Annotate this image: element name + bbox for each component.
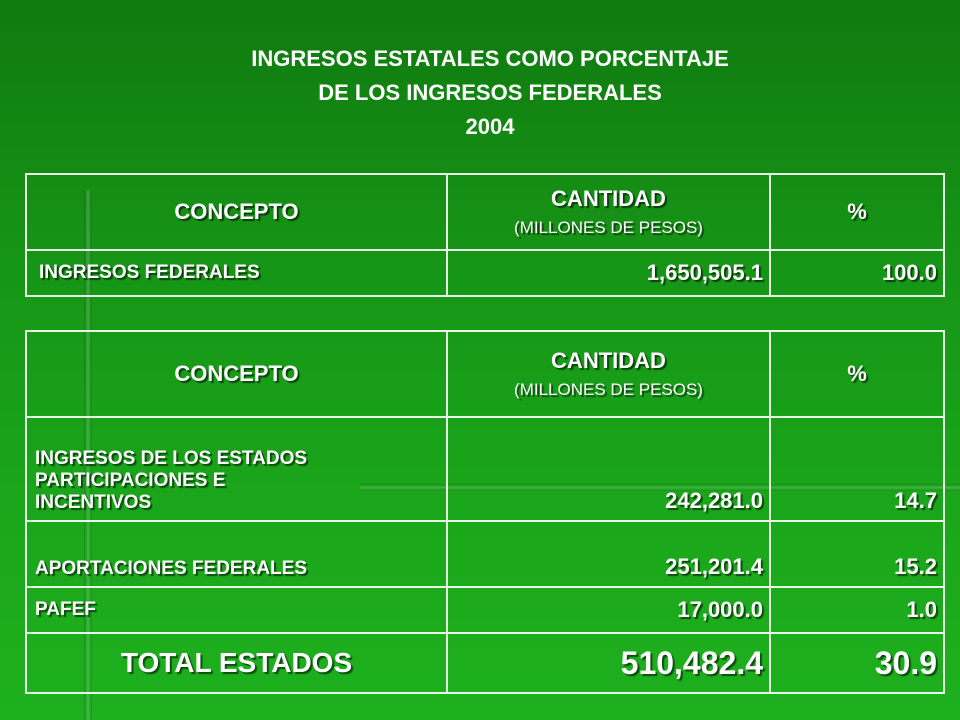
total-concepto: TOTAL ESTADOS [25,632,448,694]
title-line-1: INGRESOS ESTATALES COMO PORCENTAJE [251,46,729,71]
row-concepto: INGRESOS FEDERALES [25,249,448,297]
row-percent: 14.7 [769,416,945,522]
header-percent: % [769,173,945,251]
header-concepto: CONCEPTO [25,173,448,251]
row-concepto-line-3: INCENTIVOS [35,492,152,513]
header-cantidad-unit: (MILLONES DE PESOS) [514,218,703,237]
row-concepto-line-1: INGRESOS DE LOS ESTADOS [35,448,308,469]
table-header-row: CONCEPTO CANTIDAD (MILLONES DE PESOS) % [25,173,945,251]
row-cantidad: 17,000.0 [446,586,771,634]
page-title: INGRESOS ESTATALES COMO PORCENTAJE DE LO… [0,42,960,144]
header-cantidad-label: CANTIDAD [551,186,666,211]
state-income-table: CONCEPTO CANTIDAD (MILLONES DE PESOS) % … [25,330,945,694]
row-concepto: APORTACIONES FEDERALES [25,520,448,588]
row-cantidad: 242,281.0 [446,416,771,522]
table-row: INGRESOS FEDERALES 1,650,505.1 100.0 [25,249,945,297]
row-percent: 15.2 [769,520,945,588]
header-cantidad-unit: (MILLONES DE PESOS) [514,380,703,399]
total-row: TOTAL ESTADOS 510,482.4 30.9 [25,632,945,694]
header-percent: % [769,330,945,418]
header-concepto: CONCEPTO [25,330,448,418]
header-cantidad-label: CANTIDAD [551,348,666,373]
header-cantidad: CANTIDAD (MILLONES DE PESOS) [446,330,771,418]
row-cantidad: 1,650,505.1 [446,249,771,297]
row-percent: 100.0 [769,249,945,297]
federal-income-table: CONCEPTO CANTIDAD (MILLONES DE PESOS) % … [25,173,945,297]
row-concepto-line-2: PARTICIPACIONES E [35,470,226,491]
title-line-2: DE LOS INGRESOS FEDERALES [318,80,662,105]
row-percent: 1.0 [769,586,945,634]
row-cantidad: 251,201.4 [446,520,771,588]
header-cantidad: CANTIDAD (MILLONES DE PESOS) [446,173,771,251]
row-concepto: PAFEF [25,586,448,634]
title-year: 2004 [465,114,515,139]
total-cantidad: 510,482.4 [446,632,771,694]
table-header-row: CONCEPTO CANTIDAD (MILLONES DE PESOS) % [25,330,945,418]
total-percent: 30.9 [769,632,945,694]
table-row: APORTACIONES FEDERALES 251,201.4 15.2 [25,520,945,588]
table-row: INGRESOS DE LOS ESTADOS PARTICIPACIONES … [25,416,945,522]
table-row: PAFEF 17,000.0 1.0 [25,586,945,634]
row-concepto: INGRESOS DE LOS ESTADOS PARTICIPACIONES … [25,416,448,522]
